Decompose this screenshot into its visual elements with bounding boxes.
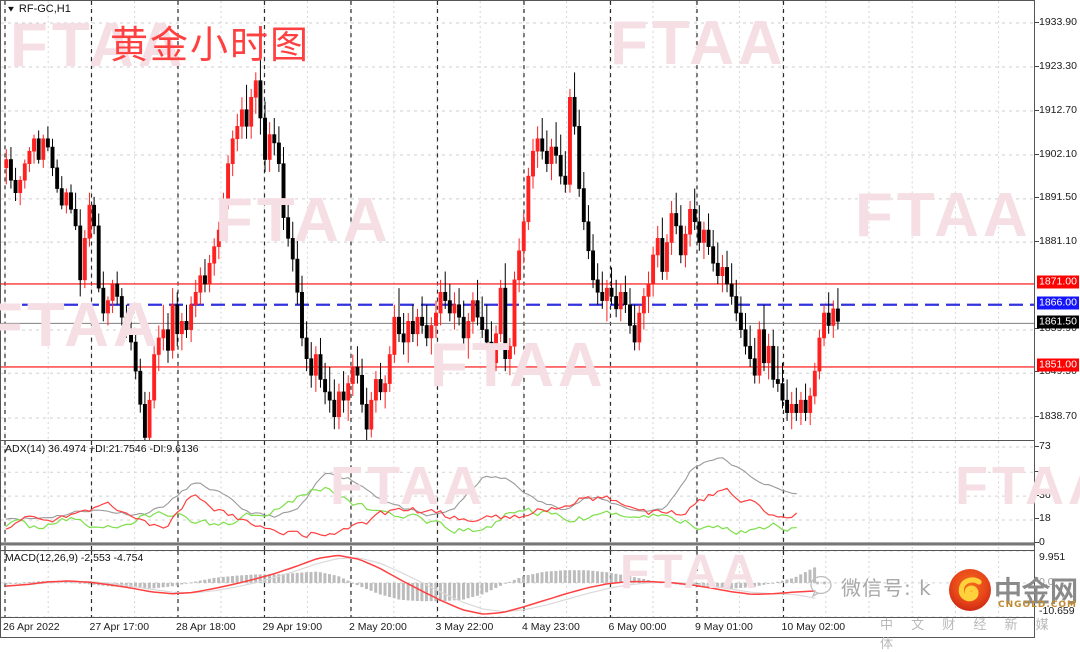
symbol-text: RF-GC,H1	[18, 3, 71, 15]
price-axis-tick: 1923.30	[1039, 59, 1077, 72]
axis-tick-mark	[1035, 542, 1039, 543]
price-level-badge[interactable]: 1851.00	[1037, 358, 1079, 372]
axis-tick-mark	[1035, 470, 1039, 472]
price-axis-tick: 1902.10	[1039, 147, 1077, 160]
time-axis-tick: 4 May 23:00	[522, 621, 580, 633]
axis-tick-mark	[1035, 240, 1039, 242]
time-axis-tick: 6 May 00:00	[608, 621, 667, 633]
adx-canvas	[1, 441, 1034, 550]
price-axis-tick: 1881.10	[1039, 234, 1077, 247]
time-axis[interactable]: 26 Apr 2022 27 Apr 17:00 28 Apr 18:00 29 Ap…	[0, 618, 1035, 638]
macd-canvas	[1, 551, 1034, 617]
price-level-badge[interactable]: 1861.50	[1037, 315, 1079, 329]
axis-tick-mark	[1035, 446, 1039, 447]
macd-axis-tick: 0.0	[1039, 575, 1054, 588]
macd-indicator-pane[interactable]	[0, 550, 1035, 618]
time-axis-tick: 3 May 22:00	[435, 621, 494, 633]
price-axis-tick: 1912.70	[1039, 103, 1077, 116]
chart-title-cn: 黄金小时图	[110, 23, 311, 67]
candlestick-canvas	[1, 1, 1034, 440]
adx-label: ADX(14) 36.4974 +DI:21.7546 -DI:9.6136	[5, 443, 199, 455]
time-axis-tick: 28 Apr 18:00	[176, 621, 236, 633]
adx-axis-tick: 73	[1039, 440, 1051, 452]
time-axis-tick: 9 May 01:00	[695, 621, 753, 633]
adx-axis-tick: 36	[1039, 488, 1051, 501]
axis-tick-mark	[1035, 21, 1039, 23]
macd-label: MACD(12,26,9) -2.553 -4.754	[5, 552, 144, 564]
adx-axis: 73 54 36 18 0	[1035, 440, 1080, 550]
price-level-badge[interactable]: 1871.00	[1037, 275, 1079, 289]
axis-tick-mark	[1035, 197, 1039, 199]
time-axis-tick: 29 Apr 19:00	[262, 621, 323, 633]
time-axis-tick: 10 May 02:00	[781, 621, 846, 633]
axis-tick-mark	[1035, 518, 1039, 520]
axis-tick-mark	[1035, 494, 1039, 496]
axis-tick-mark	[1035, 153, 1039, 155]
price-axis-tick: 1933.90	[1039, 15, 1077, 28]
axis-tick-mark	[1035, 65, 1039, 67]
time-axis-tick: 2 May 20:00	[349, 621, 407, 633]
price-axis-tick: 1838.70	[1039, 410, 1077, 423]
adx-axis-tick: 54	[1039, 464, 1051, 477]
macd-axis-tick: -10.659	[1039, 605, 1075, 617]
price-axis[interactable]: 1933.90 1923.30 1912.70 1902.10 1891.50 1881.…	[1035, 0, 1080, 440]
axis-tick-mark	[1035, 109, 1039, 111]
macd-axis: 9.951 0.0 -10.659	[1035, 550, 1080, 618]
macd-axis-tick: 9.951	[1039, 551, 1066, 563]
time-axis-tick: 26 Apr 2022	[3, 621, 60, 633]
axis-tick-mark	[1035, 416, 1039, 418]
time-axis-tick: 27 Apr 17:00	[89, 621, 150, 633]
chevron-down-icon[interactable]: ▼	[6, 5, 16, 14]
price-chart-pane[interactable]	[0, 0, 1035, 440]
price-axis-tick: 1891.50	[1039, 191, 1077, 204]
adx-axis-tick: 18	[1039, 512, 1051, 525]
price-level-badge[interactable]: 1866.00	[1037, 296, 1079, 310]
symbol-label: ▼ RF-GC,H1	[6, 3, 71, 15]
axis-tick-mark	[1035, 371, 1039, 373]
adx-indicator-pane[interactable]	[0, 440, 1035, 550]
adx-axis-tick: 0	[1039, 536, 1045, 548]
axis-tick-mark	[1035, 328, 1039, 330]
